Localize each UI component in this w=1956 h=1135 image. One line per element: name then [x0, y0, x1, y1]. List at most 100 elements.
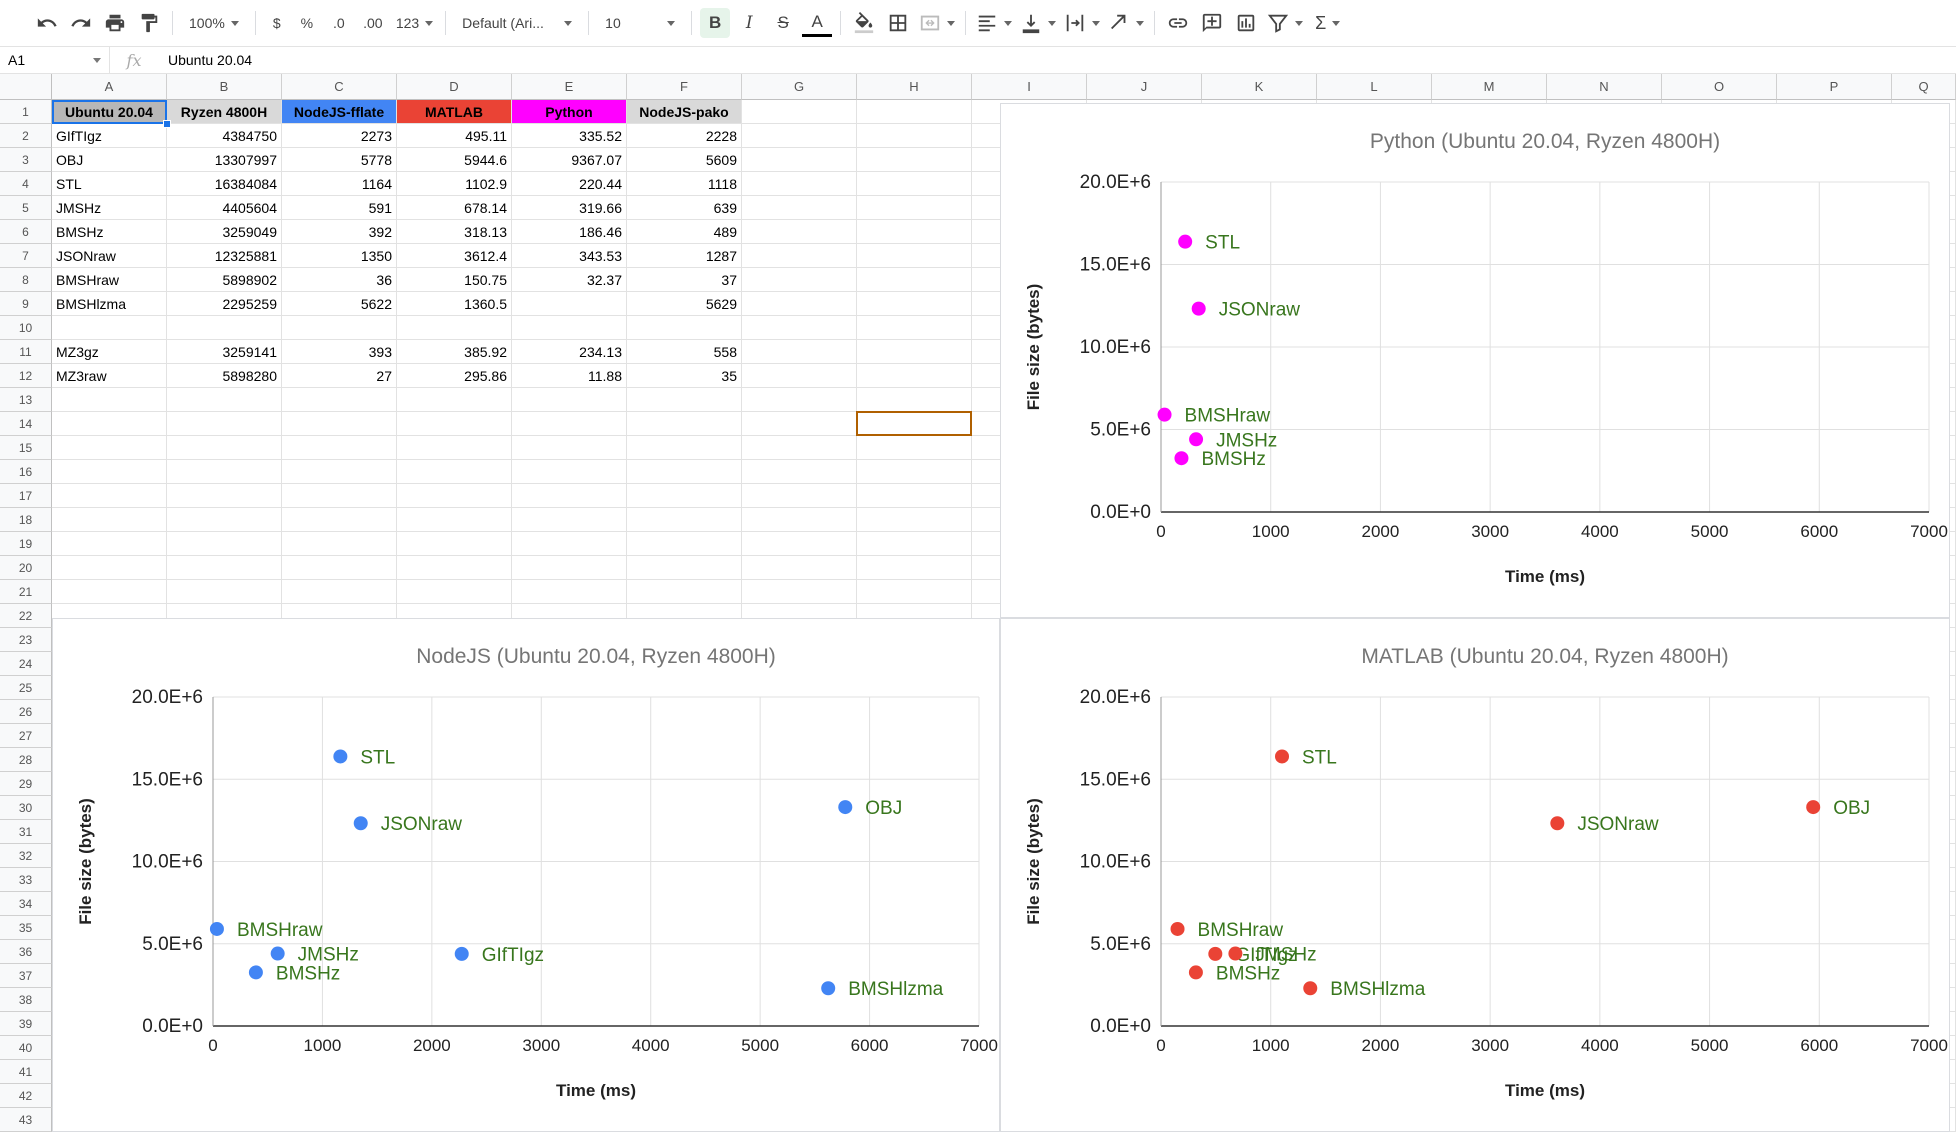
cell[interactable]: [512, 460, 627, 484]
row-header-9[interactable]: 9: [0, 292, 52, 316]
column-header-h[interactable]: H: [857, 74, 972, 100]
column-header-b[interactable]: B: [167, 74, 282, 100]
row-header-20[interactable]: 20: [0, 556, 52, 580]
value-cell[interactable]: 558: [627, 340, 742, 364]
value-cell[interactable]: 27: [282, 364, 397, 388]
bold-button[interactable]: B: [700, 8, 731, 38]
column-header-c[interactable]: C: [282, 74, 397, 100]
print-icon[interactable]: [100, 8, 130, 38]
data-point[interactable]: [353, 816, 368, 831]
cell[interactable]: [282, 508, 397, 532]
row-header-26[interactable]: 26: [0, 700, 52, 724]
value-cell[interactable]: [627, 316, 742, 340]
cell[interactable]: [742, 484, 857, 508]
value-cell[interactable]: 32.37: [512, 268, 627, 292]
cell[interactable]: [857, 580, 972, 604]
header-cell[interactable]: NodeJS-fflate: [282, 100, 397, 124]
cell[interactable]: [52, 460, 167, 484]
cell[interactable]: [857, 436, 972, 460]
cell[interactable]: [857, 364, 972, 388]
row-header-31[interactable]: 31: [0, 820, 52, 844]
value-cell[interactable]: 3612.4: [397, 244, 512, 268]
bordered-cell[interactable]: [856, 411, 972, 436]
row-header-39[interactable]: 39: [0, 1012, 52, 1036]
row-header-42[interactable]: 42: [0, 1084, 52, 1108]
chart-nodejs[interactable]: NodeJS (Ubuntu 20.04, Ryzen 4800H) 0 1000 2…: [52, 618, 1000, 1132]
cell[interactable]: [167, 508, 282, 532]
cell[interactable]: [512, 556, 627, 580]
row-label-cell[interactable]: JSONraw: [52, 244, 167, 268]
data-point[interactable]: [1178, 234, 1193, 249]
column-header-f[interactable]: F: [627, 74, 742, 100]
cell[interactable]: [282, 388, 397, 412]
cell[interactable]: [167, 532, 282, 556]
column-header-d[interactable]: D: [397, 74, 512, 100]
data-point[interactable]: [333, 749, 348, 764]
cell[interactable]: [512, 508, 627, 532]
insert-chart-icon[interactable]: [1231, 8, 1261, 38]
row-header-28[interactable]: 28: [0, 748, 52, 772]
data-point[interactable]: [1275, 749, 1290, 764]
value-cell[interactable]: 2295259: [167, 292, 282, 316]
merge-cells-icon[interactable]: [917, 8, 957, 38]
column-header-q[interactable]: Q: [1892, 74, 1956, 100]
cell[interactable]: [742, 340, 857, 364]
cell[interactable]: [627, 412, 742, 436]
value-cell[interactable]: 1118: [627, 172, 742, 196]
row-label-cell[interactable]: MZ3raw: [52, 364, 167, 388]
cell[interactable]: [52, 556, 167, 580]
cell[interactable]: [742, 412, 857, 436]
value-cell[interactable]: [512, 292, 627, 316]
row-header-1[interactable]: 1: [0, 100, 52, 124]
cell[interactable]: [857, 172, 972, 196]
row-header-43[interactable]: 43: [0, 1108, 52, 1132]
cell[interactable]: [52, 508, 167, 532]
text-color-button[interactable]: A: [802, 10, 833, 37]
value-cell[interactable]: 3259049: [167, 220, 282, 244]
cell[interactable]: [742, 388, 857, 412]
data-point[interactable]: [1157, 407, 1172, 422]
value-cell[interactable]: 1102.9: [397, 172, 512, 196]
cell[interactable]: [857, 508, 972, 532]
cell[interactable]: [282, 556, 397, 580]
cell[interactable]: [282, 436, 397, 460]
column-header-e[interactable]: E: [512, 74, 627, 100]
data-point[interactable]: [270, 946, 285, 961]
cell[interactable]: [167, 412, 282, 436]
value-cell[interactable]: 639: [627, 196, 742, 220]
data-point[interactable]: [1191, 301, 1206, 316]
value-cell[interactable]: 343.53: [512, 244, 627, 268]
cell[interactable]: [627, 580, 742, 604]
value-cell[interactable]: 12325881: [167, 244, 282, 268]
row-header-3[interactable]: 3: [0, 148, 52, 172]
value-cell[interactable]: 495.11: [397, 124, 512, 148]
cell[interactable]: [627, 532, 742, 556]
row-label-cell[interactable]: [52, 316, 167, 340]
cell[interactable]: [397, 460, 512, 484]
value-cell[interactable]: [512, 316, 627, 340]
column-header-l[interactable]: L: [1317, 74, 1432, 100]
cell[interactable]: [857, 148, 972, 172]
cell[interactable]: [742, 100, 857, 124]
row-header-2[interactable]: 2: [0, 124, 52, 148]
cell[interactable]: [857, 268, 972, 292]
data-point[interactable]: [209, 921, 224, 936]
value-cell[interactable]: 392: [282, 220, 397, 244]
cell[interactable]: [857, 340, 972, 364]
cell[interactable]: [742, 244, 857, 268]
value-cell[interactable]: 234.13: [512, 340, 627, 364]
cell[interactable]: [52, 412, 167, 436]
row-header-6[interactable]: 6: [0, 220, 52, 244]
row-header-10[interactable]: 10: [0, 316, 52, 340]
value-cell[interactable]: [167, 316, 282, 340]
value-cell[interactable]: 3259141: [167, 340, 282, 364]
value-cell[interactable]: 591: [282, 196, 397, 220]
value-cell[interactable]: 1164: [282, 172, 397, 196]
number-format-select[interactable]: 123: [392, 8, 437, 38]
cell[interactable]: [857, 484, 972, 508]
cell[interactable]: [512, 484, 627, 508]
cell[interactable]: [512, 580, 627, 604]
value-cell[interactable]: 489: [627, 220, 742, 244]
value-cell[interactable]: 16384084: [167, 172, 282, 196]
cell[interactable]: [742, 460, 857, 484]
